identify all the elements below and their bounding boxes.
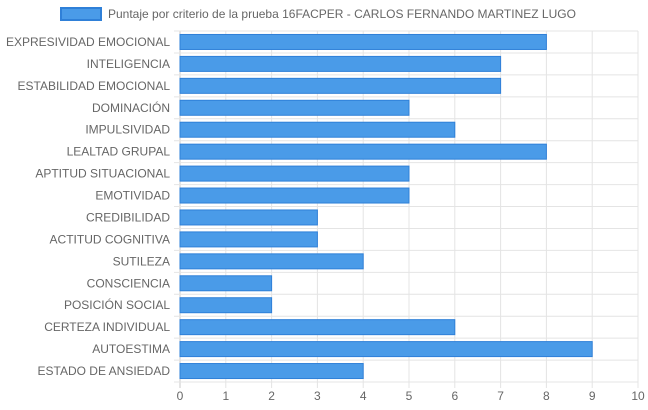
category-label: EXPRESIVIDAD EMOCIONAL bbox=[6, 35, 170, 49]
category-label: CREDIBILIDAD bbox=[86, 210, 170, 224]
category-label: POSICIÓN SOCIAL bbox=[64, 297, 170, 312]
bar[interactable] bbox=[179, 319, 456, 336]
x-tick-label: 1 bbox=[222, 389, 229, 403]
bar[interactable] bbox=[179, 55, 502, 72]
category-label: CONSCIENCIA bbox=[87, 276, 170, 290]
category-label: LEALTAD GRUPAL bbox=[67, 145, 171, 159]
x-tick-label: 3 bbox=[314, 389, 321, 403]
bars bbox=[179, 33, 593, 380]
bar[interactable] bbox=[179, 363, 364, 380]
legend-label[interactable]: Puntaje por criterio de la prueba 16FACP… bbox=[108, 7, 576, 21]
bar[interactable] bbox=[179, 209, 318, 226]
x-axis-ticks: 0 1 2 3 4 5 6 7 8 9 10 bbox=[177, 389, 645, 403]
category-label: APTITUD SITUACIONAL bbox=[35, 167, 170, 181]
category-label: DOMINACIÓN bbox=[92, 100, 170, 115]
bar[interactable] bbox=[179, 165, 410, 182]
category-labels: EXPRESIVIDAD EMOCIONAL INTELIGENCIA ESTABI… bbox=[6, 35, 170, 378]
x-tick-label: 4 bbox=[360, 389, 367, 403]
x-tick-label: 9 bbox=[589, 389, 596, 403]
x-tick-label: 6 bbox=[451, 389, 458, 403]
bar[interactable] bbox=[179, 253, 364, 270]
category-label: EMOTIVIDAD bbox=[95, 189, 170, 203]
x-tick-label: 10 bbox=[631, 389, 645, 403]
category-label: INTELIGENCIA bbox=[87, 57, 170, 71]
bar[interactable] bbox=[179, 275, 273, 292]
bar[interactable] bbox=[179, 33, 547, 50]
x-tick-label: 8 bbox=[543, 389, 550, 403]
category-label: ESTADO DE ANSIEDAD bbox=[38, 364, 171, 378]
bar[interactable] bbox=[179, 77, 502, 94]
bar[interactable] bbox=[179, 187, 410, 204]
category-label: ESTABILIDAD EMOCIONAL bbox=[18, 79, 171, 93]
category-label: AUTOESTIMA bbox=[92, 342, 170, 356]
legend-swatch[interactable] bbox=[60, 7, 102, 21]
bar[interactable] bbox=[179, 341, 593, 358]
x-tick-label: 2 bbox=[268, 389, 275, 403]
bar[interactable] bbox=[179, 121, 456, 138]
bar[interactable] bbox=[179, 231, 318, 248]
category-label: SUTILEZA bbox=[113, 254, 170, 268]
category-label: IMPULSIVIDAD bbox=[85, 123, 170, 137]
category-label: ACTITUD COGNITIVA bbox=[50, 232, 170, 246]
x-tick-label: 0 bbox=[177, 389, 184, 403]
bar[interactable] bbox=[179, 99, 410, 116]
x-tick-label: 5 bbox=[406, 389, 413, 403]
bar[interactable] bbox=[179, 143, 547, 160]
x-tick-label: 7 bbox=[497, 389, 504, 403]
legend[interactable]: Puntaje por criterio de la prueba 16FACP… bbox=[60, 7, 576, 21]
bar[interactable] bbox=[179, 297, 273, 314]
category-label: CERTEZA INDIVIDUAL bbox=[44, 320, 170, 334]
